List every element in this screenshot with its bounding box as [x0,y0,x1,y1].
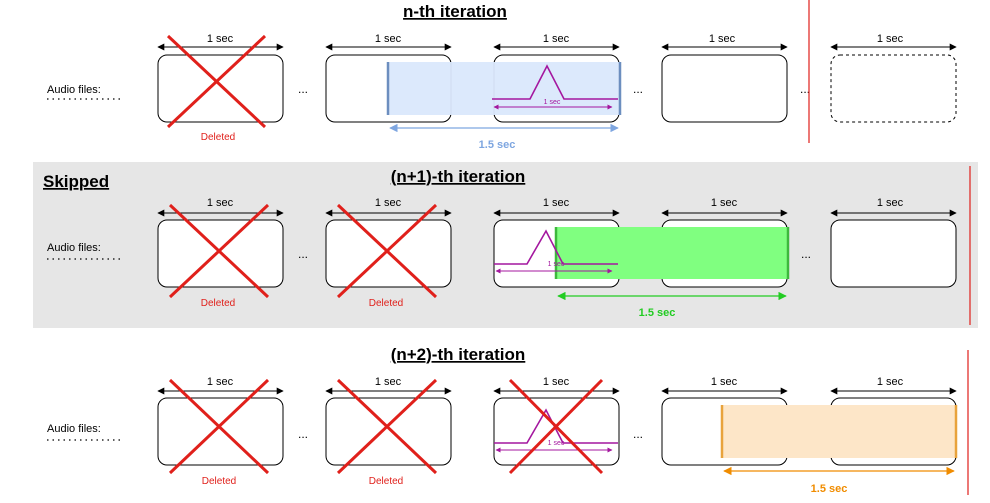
ellipsis: ... [800,82,810,96]
one-sec-label: 1 sec [711,376,738,388]
deleted-label: Deleted [369,298,403,309]
one-sec-label: 1 sec [877,376,904,388]
ellipsis: ... [298,427,308,441]
deleted-cross-icon [166,34,267,129]
one-sec-label: 1 sec [543,197,570,209]
row-n-iteration: n-th iteration Audio files: 1 sec Delete… [47,0,957,151]
ellipsis: ... [633,427,643,441]
deleted-cross-icon [168,203,270,299]
one-sec-label: 1 sec [877,197,904,209]
peak-duration-label: 1 sec [548,261,565,268]
deleted-cross-icon [336,378,438,475]
future-audio-file-box [830,54,957,123]
audio-files-label: Audio files: [47,423,101,435]
peak-duration-label: 1 sec [548,440,565,447]
deleted-cross-icon [168,378,270,475]
one-sec-label: 1 sec [543,33,570,45]
deleted-label: Deleted [201,298,235,309]
audio-files-label: Audio files: [47,84,101,96]
row-title: (n+2)-th iteration [391,345,526,364]
one-sec-label: 1 sec [207,197,234,209]
one-sec-label: 1 sec [207,376,234,388]
window-duration-label: 1.5 sec [639,307,676,319]
deleted-label: Deleted [201,132,235,143]
audio-file-box [830,219,957,288]
ellipsis: ... [801,247,811,261]
row-n-plus-2-iteration: (n+2)-th iteration Audio files: 1 sec De… [47,345,969,495]
window-highlight [722,405,956,458]
one-sec-label: 1 sec [543,376,570,388]
deleted-label: Deleted [369,476,403,487]
one-sec-label: 1 sec [877,33,904,45]
deleted-cross-icon [336,203,438,299]
one-sec-label: 1 sec [375,376,402,388]
window-duration-label: 1.5 sec [479,139,516,151]
peak-signal [494,229,618,265]
audio-file-box [157,54,284,123]
skipped-label: Skipped [43,172,109,191]
ellipsis: ... [298,247,308,261]
ellipsis: ... [633,82,643,96]
one-sec-label: 1 sec [375,197,402,209]
window-duration-label: 1.5 sec [811,483,848,495]
one-sec-label: 1 sec [207,33,234,45]
one-sec-label: 1 sec [375,33,402,45]
audio-file-box [661,54,788,123]
deleted-label: Deleted [202,476,236,487]
one-sec-label: 1 sec [709,33,736,45]
deleted-cross-icon [508,378,604,475]
peak-signal [494,408,618,444]
audio-file-box [325,397,452,466]
peak-duration-label: 1 sec [544,99,561,106]
ellipsis: ... [298,82,308,96]
one-sec-label: 1 sec [711,197,738,209]
row-title: n-th iteration [403,2,507,21]
peak-signal [492,64,618,100]
row-title: (n+1)-th iteration [391,167,526,186]
row-n-plus-1-iteration: Skipped (n+1)-th iteration Audio files: … [33,162,978,328]
audio-file-box [157,397,284,466]
audio-files-label: Audio files: [47,242,101,254]
